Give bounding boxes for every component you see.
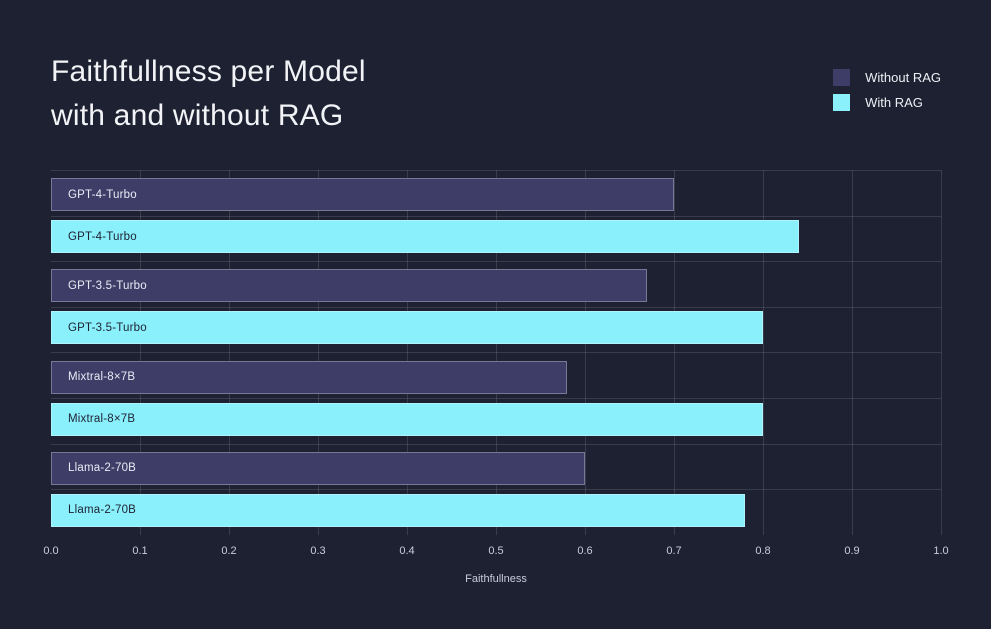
legend-item-without-rag[interactable]: Without RAG <box>833 69 941 86</box>
x-tick-label: 0.4 <box>399 545 415 557</box>
x-tick-label: 0.0 <box>43 545 59 557</box>
bar-label: Mixtral-8×7B <box>68 413 136 426</box>
chart-title-line-1: Faithfullness per Model <box>51 55 366 88</box>
legend-label-without-rag: Without RAG <box>865 70 941 85</box>
gridline-horizontal <box>51 489 941 491</box>
gridline-horizontal <box>51 215 941 217</box>
gridline-vertical <box>852 170 853 535</box>
gridline-horizontal <box>51 352 941 354</box>
x-tick-label: 0.3 <box>310 545 326 557</box>
bar-with-rag-gpt-4-turbo: GPT-4-Turbo <box>51 220 799 253</box>
gridline-vertical <box>585 170 586 535</box>
gridline-vertical <box>496 170 497 535</box>
legend: Without RAG With RAG <box>833 69 941 111</box>
gridline-vertical <box>941 170 942 535</box>
x-tick-label: 0.2 <box>221 545 237 557</box>
gridline-horizontal <box>51 443 941 445</box>
gridline-horizontal <box>51 170 941 171</box>
x-tick-label: 0.9 <box>844 545 860 557</box>
gridline-vertical <box>318 170 319 535</box>
gridline-vertical <box>763 170 764 535</box>
bar-label: Mixtral-8×7B <box>68 371 136 384</box>
legend-item-with-rag[interactable]: With RAG <box>833 94 941 111</box>
chart-title-line-2: with and without RAG <box>51 99 344 132</box>
x-axis-title: Faithfullness <box>465 573 527 585</box>
legend-label-with-rag: With RAG <box>865 95 923 110</box>
gridline-horizontal <box>51 306 941 308</box>
gridline-vertical <box>229 170 230 535</box>
bar-label: GPT-3.5-Turbo <box>68 321 147 334</box>
x-tick-label: 1.0 <box>933 545 949 557</box>
x-tick-label: 0.7 <box>666 545 682 557</box>
chart-title: Faithfullness per Model with and without … <box>51 50 366 138</box>
bar-without-rag-gpt-4-turbo: GPT-4-Turbo <box>51 178 674 211</box>
bar-label: GPT-3.5-Turbo <box>68 279 147 292</box>
bar-label: GPT-4-Turbo <box>68 230 137 243</box>
gridline-vertical <box>674 170 675 535</box>
bar-with-rag-llama-2-70b: Llama-2-70B <box>51 493 746 527</box>
bar-label: GPT-4-Turbo <box>68 188 137 201</box>
x-tick-label: 0.6 <box>577 545 593 557</box>
x-tick-label: 0.5 <box>488 545 504 557</box>
gridline-horizontal <box>51 261 941 263</box>
plot-area: GPT-4-Turbo GPT-4-Turbo GPT-3.5-Turbo GPT-3… <box>43 170 949 585</box>
bar-label: Llama-2-70B <box>68 462 137 475</box>
bar-label: Llama-2-70B <box>68 504 137 517</box>
x-tick-label: 0.8 <box>755 545 771 557</box>
bar-with-rag-mixtral-8-7b: Mixtral-8×7B <box>51 402 763 436</box>
bar-without-rag-llama-2-70b: Llama-2-70B <box>51 451 585 485</box>
gridline-vertical <box>407 170 408 535</box>
x-tick-label: 0.1 <box>132 545 148 557</box>
gridline-vertical <box>140 170 141 535</box>
legend-swatch-without-rag <box>833 69 851 86</box>
bar-without-rag-gpt-3-5-turbo: GPT-3.5-Turbo <box>51 269 648 303</box>
bar-with-rag-gpt-3-5-turbo: GPT-3.5-Turbo <box>51 311 763 345</box>
legend-swatch-with-rag <box>833 94 851 111</box>
gridline-horizontal <box>51 398 941 400</box>
bar-without-rag-mixtral-8-7b: Mixtral-8×7B <box>51 360 568 394</box>
